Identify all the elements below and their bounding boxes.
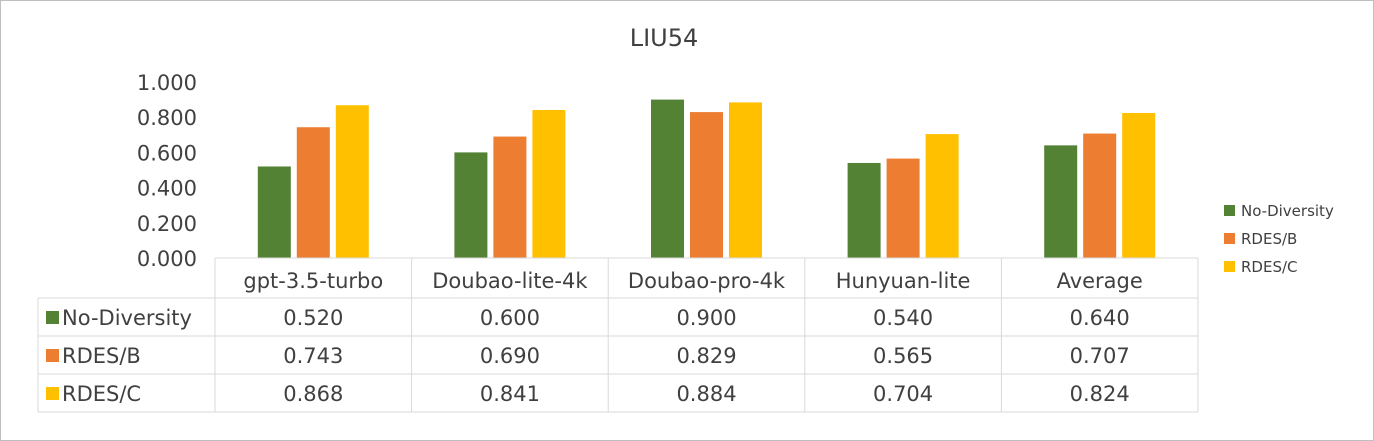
category-label: Doubao-pro-4k xyxy=(628,269,786,293)
y-tick-label: 0.200 xyxy=(137,212,197,236)
legend-label: No-Diversity xyxy=(1241,202,1334,220)
y-axis: 0.000 0.200 0.400 0.600 0.800 1.000 xyxy=(137,71,197,271)
category-label: gpt-3.5-turbo xyxy=(243,269,383,293)
table-cell: 0.743 xyxy=(283,344,343,368)
table-cell: 0.884 xyxy=(676,382,736,406)
category-label: Hunyuan-lite xyxy=(836,269,971,293)
table-cell: 0.829 xyxy=(676,344,736,368)
category-label: Doubao-lite-4k xyxy=(432,269,588,293)
table-cell: 0.704 xyxy=(873,382,933,406)
bar xyxy=(886,158,920,258)
bar xyxy=(1122,112,1156,258)
legend-label: RDES/B xyxy=(1241,230,1297,248)
bar xyxy=(335,105,369,259)
y-tick-label: 0.400 xyxy=(137,177,197,201)
legend-swatch xyxy=(1224,205,1235,216)
row-label: RDES/C xyxy=(62,382,141,406)
category-label: Average xyxy=(1057,269,1143,293)
y-tick-label: 0.600 xyxy=(137,141,197,165)
table-cell: 0.520 xyxy=(283,306,343,330)
bar xyxy=(257,166,291,258)
legend: No-Diversity RDES/B RDES/C xyxy=(1224,202,1334,276)
row-legend-key xyxy=(46,311,59,324)
y-tick-label: 1.000 xyxy=(137,71,197,95)
table-cell: 0.824 xyxy=(1070,382,1130,406)
table-cell: 0.868 xyxy=(283,382,343,406)
legend-label: RDES/C xyxy=(1241,258,1298,276)
bar xyxy=(690,112,723,258)
legend-swatch xyxy=(1224,261,1235,272)
y-tick-label: 0.800 xyxy=(137,106,197,130)
row-label: No-Diversity xyxy=(62,306,192,330)
table-cell: 0.565 xyxy=(873,344,933,368)
bar xyxy=(454,152,488,258)
bar xyxy=(651,99,684,258)
table-cell: 0.600 xyxy=(480,306,540,330)
table-cell: 0.690 xyxy=(480,344,540,368)
chart-title: LIU54 xyxy=(630,24,699,52)
table-cell: 0.707 xyxy=(1070,344,1130,368)
row-legend-key xyxy=(46,349,59,362)
bars xyxy=(257,99,1156,259)
legend-swatch xyxy=(1224,233,1235,244)
table-cell: 0.900 xyxy=(676,306,736,330)
row-legend-key xyxy=(46,387,59,400)
bar xyxy=(1044,145,1078,258)
y-tick-label: 0.000 xyxy=(137,247,197,271)
table-cell: 0.540 xyxy=(873,306,933,330)
bar xyxy=(532,109,566,258)
bar xyxy=(296,127,330,259)
bar xyxy=(847,162,881,258)
bar xyxy=(729,102,762,258)
table-cell: 0.841 xyxy=(480,382,540,406)
bar xyxy=(925,134,959,258)
bar xyxy=(1083,133,1117,258)
data-table: gpt-3.5-turbo Doubao-lite-4k Doubao-pro-4k… xyxy=(37,257,1199,413)
bar xyxy=(493,136,527,258)
row-label: RDES/B xyxy=(62,344,141,368)
table-cell: 0.640 xyxy=(1070,306,1130,330)
